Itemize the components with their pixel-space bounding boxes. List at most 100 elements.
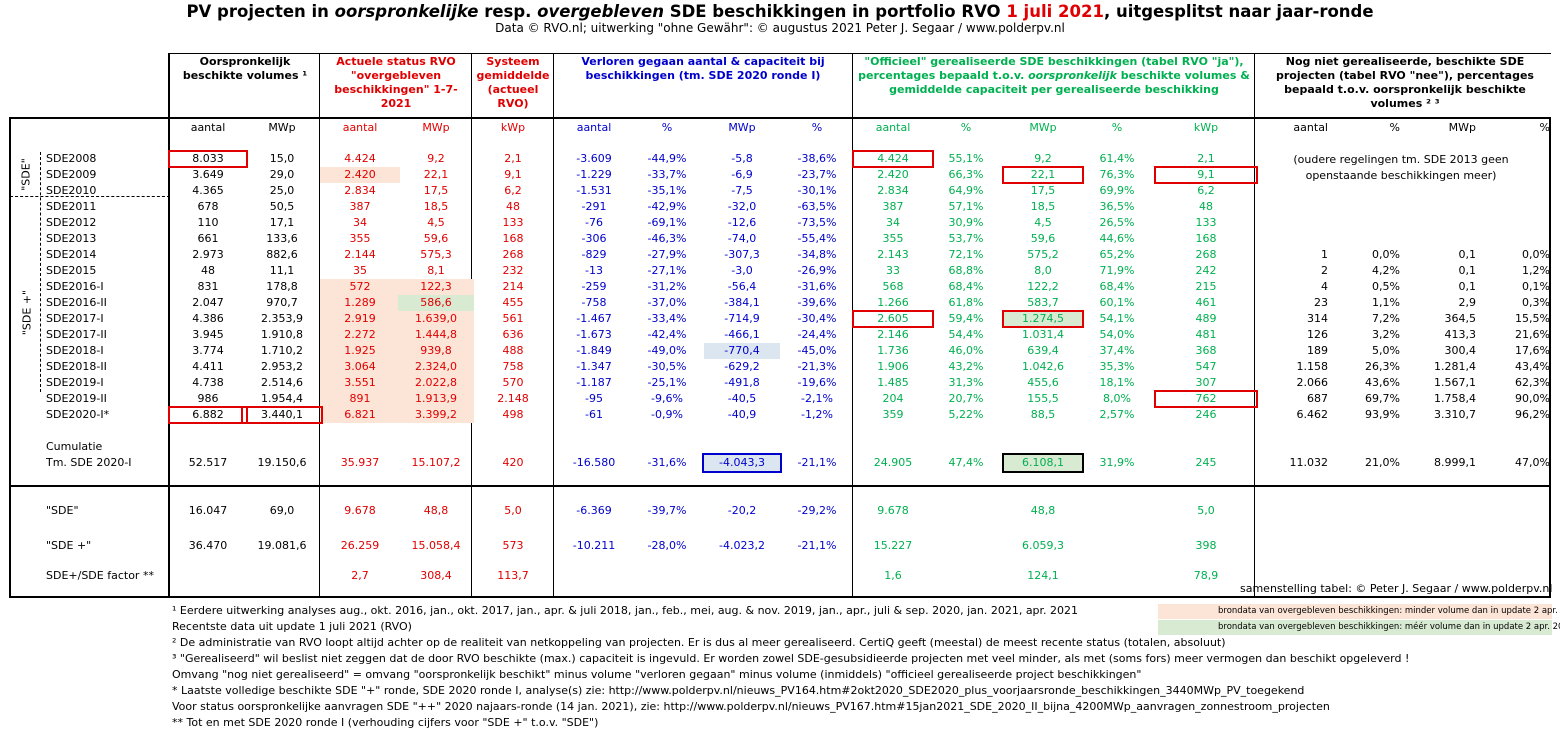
footnote: Omvang "nog niet gerealiseerd" = omvang … xyxy=(172,668,1142,681)
table-cell: 1.710,2 xyxy=(261,344,303,357)
table-cell: 2.144 xyxy=(344,248,376,261)
cell-highlight xyxy=(320,391,400,407)
cumulative-cell: 47,4% xyxy=(948,456,984,469)
table-cell: 214 xyxy=(502,280,524,293)
summary-cell: -10.211 xyxy=(572,539,616,552)
table-cell: 1.289 xyxy=(344,296,376,309)
table-cell: 110 xyxy=(197,216,219,229)
table-cell: 4,5 xyxy=(1034,216,1052,229)
table-cell: -629,2 xyxy=(724,360,760,373)
table-cell: 572 xyxy=(349,280,371,293)
table-cell: 66,3% xyxy=(948,168,984,181)
table-cell: 1 xyxy=(1321,248,1328,261)
table-cell: 23 xyxy=(1314,296,1328,309)
cumulative-cell: 6.108,1 xyxy=(1022,456,1064,469)
table-cell: 69,9% xyxy=(1099,184,1135,197)
table-cell: -12,6 xyxy=(727,216,757,229)
table-cell: 561 xyxy=(502,312,524,325)
table-cell: 54,4% xyxy=(948,328,984,341)
cell-highlight xyxy=(320,311,400,327)
table-row-label: SDE2008 xyxy=(46,152,97,165)
summary-label: "SDE +" xyxy=(46,539,92,552)
table-cell: 54,0% xyxy=(1099,328,1135,341)
table-cell: 93,9% xyxy=(1365,408,1400,421)
table-cell: 90,0% xyxy=(1515,392,1550,405)
table-cell: 300,4 xyxy=(1444,344,1477,357)
table-cell: -49,0% xyxy=(647,344,687,357)
table-cell: -1.347 xyxy=(576,360,612,373)
table-cell: 355 xyxy=(882,232,904,245)
table-row-label: SDE2012 xyxy=(46,216,97,229)
summary-cell: 2,7 xyxy=(351,569,369,582)
table-cell: 0,1 xyxy=(1458,248,1477,261)
table-cell: -45,0% xyxy=(797,344,837,357)
table-cell: -27,1% xyxy=(647,264,687,277)
table-cell: 48 xyxy=(201,264,215,277)
table-row-label: SDE2019-II xyxy=(46,392,107,405)
cumulative-cell: 420 xyxy=(502,456,524,469)
table-cell: 35,3% xyxy=(1099,360,1135,373)
cell-outline xyxy=(1154,166,1258,184)
table-cell: 455 xyxy=(502,296,524,309)
group-label-sde: "SDE" xyxy=(19,158,33,191)
table-cell: 26,3% xyxy=(1365,360,1400,373)
footnote: ³ "Gerealiseerd" wil beslist niet zeggen… xyxy=(172,652,1410,665)
table-row-label: SDE2018-II xyxy=(46,360,107,373)
table-cell: -40,5 xyxy=(727,392,757,405)
table-cell: 1.954,4 xyxy=(261,392,303,405)
cumulative-cell: -31,6% xyxy=(647,456,687,469)
cumulative-label: Tm. SDE 2020-I xyxy=(46,456,132,469)
table-cell: 891 xyxy=(349,392,371,405)
table-cell: 76,3% xyxy=(1099,168,1135,181)
cumulative-cell: 52.517 xyxy=(188,456,228,469)
footnote: ** Tot en met SDE 2020 ronde I (verhoudi… xyxy=(172,716,599,729)
summary-cell: -20,2 xyxy=(727,504,757,517)
table-cell: 43,2% xyxy=(948,360,984,373)
table-cell: 2,1 xyxy=(504,152,522,165)
table-cell: 68,4% xyxy=(948,280,984,293)
table-cell: -384,1 xyxy=(724,296,760,309)
table-cell: 25,0 xyxy=(269,184,295,197)
summary-cell: 19.081,6 xyxy=(257,539,307,552)
table-cell: 9,2 xyxy=(427,152,445,165)
table-cell: 18,5 xyxy=(423,200,449,213)
column-subheader: MWp xyxy=(1029,121,1057,134)
column-subheader: MWp xyxy=(422,121,450,134)
table-cell: 547 xyxy=(1195,360,1217,373)
cell-outline xyxy=(1002,310,1084,328)
legend-more-volume: brondata van overgebleven beschikkingen:… xyxy=(1158,620,1560,635)
table-cell: 268 xyxy=(1195,248,1217,261)
cell-highlight xyxy=(398,279,474,295)
table-cell: 21,6% xyxy=(1515,328,1550,341)
table-cell: -770,4 xyxy=(724,344,760,357)
table-cell: -63,5% xyxy=(797,200,837,213)
table-cell: 970,7 xyxy=(266,296,298,309)
table-cell: 31,3% xyxy=(948,376,984,389)
table-cell: 678 xyxy=(197,200,219,213)
table-cell: 368 xyxy=(1195,344,1217,357)
column-subheader: aantal xyxy=(576,121,612,134)
table-cell: 1.158 xyxy=(1296,360,1329,373)
table-cell: -23,7% xyxy=(797,168,837,181)
summary-cell: 398 xyxy=(1195,539,1217,552)
table-cell: 15,5% xyxy=(1515,312,1550,325)
group-bracket xyxy=(40,152,41,392)
table-cell: 3.774 xyxy=(192,344,224,357)
table-cell: 488 xyxy=(502,344,524,357)
table-cell: 2.066 xyxy=(1296,376,1329,389)
cell-highlight xyxy=(398,311,474,327)
table-cell: -491,8 xyxy=(724,376,760,389)
table-cell: 189 xyxy=(1307,344,1328,357)
table-cell: -42,4% xyxy=(647,328,687,341)
table-cell: -7,5 xyxy=(731,184,753,197)
table-cell: 0,1% xyxy=(1522,280,1550,293)
cumulative-cell: 11.032 xyxy=(1289,456,1329,469)
table-cell: -714,9 xyxy=(724,312,760,325)
cumulative-cell: 35.937 xyxy=(340,456,380,469)
table-cell: 5,0% xyxy=(1372,344,1400,357)
table-cell: 2.143 xyxy=(877,248,909,261)
table-cell: 2.420 xyxy=(877,168,909,181)
table-cell: 8,0% xyxy=(1103,392,1131,405)
cell-highlight xyxy=(320,343,400,359)
summary-cell: -6.369 xyxy=(576,504,612,517)
